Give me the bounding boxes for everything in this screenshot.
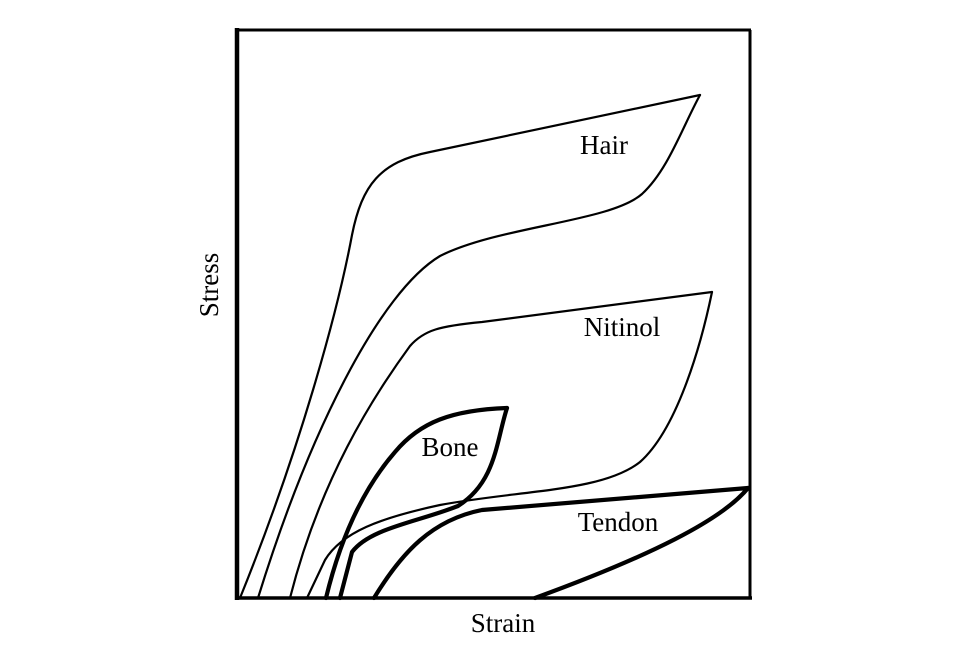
bone-loading xyxy=(323,405,510,601)
curve-label: Tendon xyxy=(578,507,659,537)
x-axis-label: Strain xyxy=(471,608,536,638)
y-axis-label: Stress xyxy=(194,253,224,318)
curve-label: Bone xyxy=(422,432,479,462)
hair-unloading xyxy=(256,93,702,600)
curve-label: Nitinol xyxy=(584,312,661,342)
tendon-unloading xyxy=(532,485,751,601)
bone-unloading xyxy=(337,405,510,601)
hair-loading xyxy=(238,93,702,600)
nitinol-unloading xyxy=(305,290,714,600)
nitinol-loading xyxy=(288,290,714,600)
curve-label: Hair xyxy=(580,130,628,160)
tendon-loading xyxy=(371,485,751,601)
